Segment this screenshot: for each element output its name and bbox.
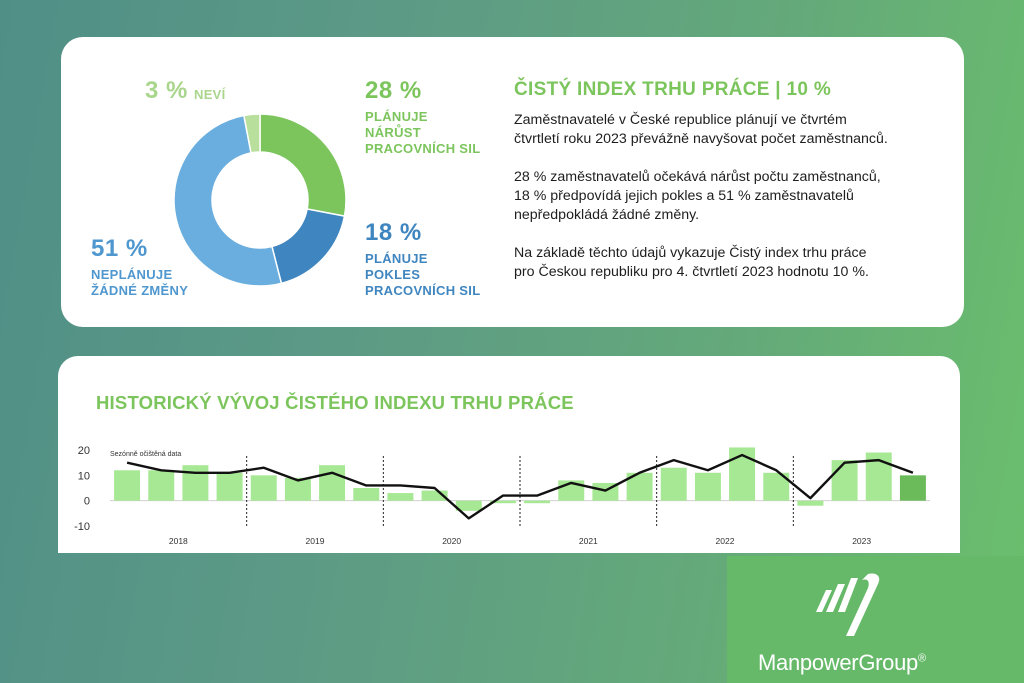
growth-percent: 28 % xyxy=(365,77,422,104)
year-label: 2020 xyxy=(442,536,461,546)
year-label: 2021 xyxy=(579,536,598,546)
manpowergroup-logo-icon xyxy=(816,573,880,636)
history-bar xyxy=(114,470,141,501)
history-bar xyxy=(524,500,551,504)
info-line: Na základě těchto údajů vykazuje Čistý i… xyxy=(514,245,867,261)
brand-name: ManpowerGroup® xyxy=(758,650,926,676)
no-change-label: NEPLÁNUJE ŽÁDNÉ ZMĚNY xyxy=(91,267,188,299)
info-paragraph: Na základě těchto údajů vykazuje Čistý i… xyxy=(514,244,954,282)
summary-card: 3 % NEVÍ 28 % PLÁNUJE NÁRŮST PRACOVNÍCH … xyxy=(61,37,964,327)
history-bar xyxy=(455,500,482,511)
info-line: čtvrtletí roku 2023 převážně navyšovat p… xyxy=(514,131,888,147)
history-bar xyxy=(216,472,243,501)
history-bar xyxy=(694,472,721,501)
info-line: 18 % předpovídá jejich pokles a 51 % zam… xyxy=(514,188,854,204)
decline-percent: 18 % xyxy=(365,219,422,246)
decline-label: PLÁNUJE POKLES PRACOVNÍCH SIL xyxy=(365,251,480,299)
year-label: 2023 xyxy=(852,536,871,546)
dont-know-percent: 3 % xyxy=(145,77,188,104)
dont-know-label: NEVÍ xyxy=(194,87,226,102)
donut-chart xyxy=(173,113,347,287)
history-bar xyxy=(284,477,311,501)
growth-label-line: PLÁNUJE xyxy=(365,109,428,124)
history-bar xyxy=(148,470,175,501)
history-bar xyxy=(319,465,346,501)
donut-slice xyxy=(173,114,283,287)
history-bar xyxy=(182,465,209,501)
no-change-label-line: NEPLÁNUJE xyxy=(91,267,173,282)
history-bar xyxy=(797,500,824,506)
history-bar xyxy=(489,500,516,504)
decline-label-line: PRACOVNÍCH SIL xyxy=(365,283,481,298)
y-tick-label: 10 xyxy=(78,470,90,482)
year-label: 2022 xyxy=(716,536,735,546)
history-card: HISTORICKÝ VÝVOJ ČISTÉHO INDEXU TRHU PRÁ… xyxy=(58,356,960,553)
info-line: 28 % zaměstnavatelů očekává nárůst počtu… xyxy=(514,169,881,185)
growth-label-line: NÁRŮST xyxy=(365,125,421,140)
y-tick-label: -10 xyxy=(74,521,90,533)
history-bar xyxy=(831,460,858,501)
chart-annotation: Sezónně očištěná data xyxy=(110,451,181,458)
history-title: HISTORICKÝ VÝVOJ ČISTÉHO INDEXU TRHU PRÁ… xyxy=(96,392,574,413)
y-tick-label: 0 xyxy=(84,496,90,508)
registered-mark: ® xyxy=(917,652,926,665)
history-bar xyxy=(387,493,414,501)
history-bar xyxy=(421,490,448,501)
history-bar xyxy=(899,475,926,501)
decline-label-line: POKLES xyxy=(365,267,421,282)
info-line: Zaměstnavatelé v České republice plánují… xyxy=(514,112,847,128)
year-label: 2018 xyxy=(169,536,188,546)
y-tick-label: 20 xyxy=(78,445,90,457)
info-line: pro Českou republiku pro 4. čtvrtletí 20… xyxy=(514,264,869,280)
index-line xyxy=(126,453,914,520)
year-label: 2019 xyxy=(306,536,325,546)
donut-slice xyxy=(243,113,261,154)
donut-slice xyxy=(271,208,346,285)
growth-label: PLÁNUJE NÁRŮST PRACOVNÍCH SIL xyxy=(365,109,480,157)
history-chart: 20 10 0 -10 Sezónně očištěná data 2018 2019 202… xyxy=(74,445,930,546)
growth-label-line: PRACOVNÍCH SIL xyxy=(365,141,481,156)
info-line: nepředpokládá žádné změny. xyxy=(514,207,700,223)
info-paragraph: 28 % zaměstnavatelů očekává nárůst počtu… xyxy=(514,168,954,225)
history-bar xyxy=(660,467,687,501)
decline-label-line: PLÁNUJE xyxy=(365,251,428,266)
history-bar xyxy=(250,475,277,501)
no-change-label-line: ŽÁDNÉ ZMĚNY xyxy=(91,283,189,298)
info-paragraph: Zaměstnavatelé v České republice plánují… xyxy=(514,111,954,149)
donut-slice xyxy=(259,113,347,217)
no-change-percent: 51 % xyxy=(91,235,148,262)
history-bar xyxy=(353,488,380,501)
brand-name-text: ManpowerGroup xyxy=(758,650,918,675)
info-title: ČISTÝ INDEX TRHU PRÁCE | 10 % xyxy=(514,79,832,100)
